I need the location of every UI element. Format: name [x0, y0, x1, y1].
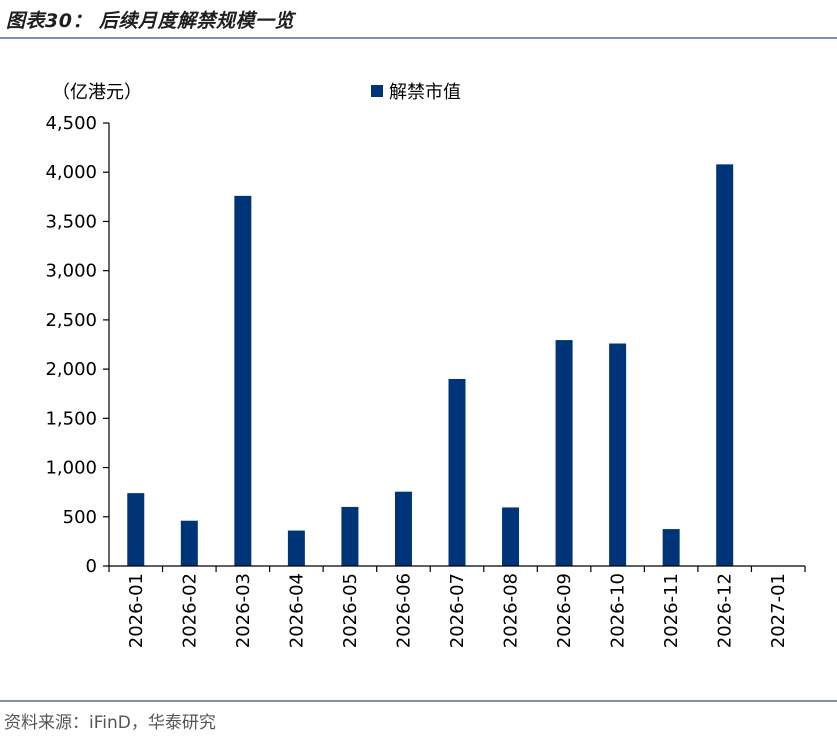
bar-2026-02: [180, 520, 198, 566]
bar-2026-01: [127, 493, 145, 566]
x-tick-label: 2026-10: [608, 573, 629, 648]
y-axis: 0 500 1,000 1,500 2,000 2,500 3,000 3,500 4,000 4…: [45, 113, 110, 577]
y-tick-label: 4,500: [45, 113, 97, 134]
y-tick-label: 1,500: [45, 408, 97, 429]
y-tick-label: 3,000: [45, 261, 97, 282]
y-axis-unit-label: （亿港元）: [52, 82, 142, 103]
bottom-divider: [0, 700, 837, 702]
bar-2026-04: [287, 530, 305, 566]
x-tick-label: 2026-11: [661, 573, 682, 648]
y-tick-label: 500: [63, 507, 97, 528]
y-tick-label: 0: [86, 556, 97, 577]
x-tick-label: 2026-09: [554, 573, 575, 648]
bar-2026-06: [394, 491, 412, 566]
x-tick-label: 2026-08: [501, 573, 522, 648]
bar-2026-10: [609, 343, 627, 566]
x-tick-label: 2026-01: [126, 573, 147, 648]
x-axis: 2026-01 2026-02 2026-03 2026-04 2026-05 2026-…: [108, 565, 806, 648]
x-tick-label: 2026-05: [340, 573, 361, 648]
bar-2026-03: [234, 195, 252, 567]
y-tick-label: 3,500: [45, 211, 97, 232]
x-tick-label: 2026-03: [233, 573, 254, 648]
bar-2026-05: [341, 506, 359, 566]
y-tick-label: 2,000: [45, 359, 97, 380]
legend-label: 解禁市值: [389, 82, 461, 103]
bar-2026-09: [555, 340, 573, 566]
x-tick-label: 2027-01: [768, 573, 789, 648]
bar-2026-08: [502, 507, 520, 566]
bars: [127, 164, 734, 567]
y-tick-label: 1,000: [45, 458, 97, 479]
x-tick-label: 2026-07: [447, 573, 468, 648]
bar-2026-11: [662, 529, 680, 566]
top-divider: [0, 37, 837, 39]
legend: 解禁市值: [371, 82, 461, 103]
x-tick-label: 2026-04: [286, 573, 307, 648]
x-tick-label: 2026-12: [715, 573, 736, 648]
source-note: 资料来源：iFinD，华泰研究: [4, 713, 216, 733]
bar-2026-07: [448, 378, 466, 566]
x-tick-label: 2026-06: [393, 573, 414, 648]
y-tick-label: 4,000: [45, 162, 97, 183]
bar-2026-12: [716, 164, 734, 566]
chart-title: 图表30： 后续月度解禁规模一览: [6, 10, 295, 32]
y-tick-label: 2,500: [45, 310, 97, 331]
bar-chart: （亿港元） 解禁市值 0 500 1,000 1,500 2,000 2,500 3,000…: [45, 82, 806, 648]
x-tick-label: 2026-02: [179, 573, 200, 648]
legend-swatch: [371, 85, 383, 97]
